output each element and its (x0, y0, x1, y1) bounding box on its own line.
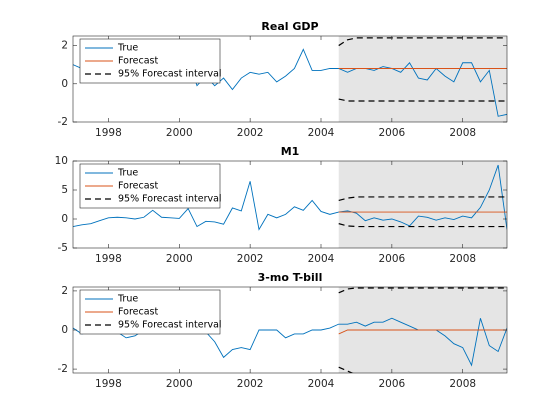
interval-upper (338, 196, 507, 202)
x-tick-label: 1998 (95, 378, 122, 390)
axes-box (72, 35, 508, 123)
y-tick-label: -2 (58, 363, 68, 375)
forecast-line (338, 329, 507, 335)
x-tick-label: 2006 (378, 253, 405, 265)
plot-area (73, 36, 507, 122)
y-tick-label: 10 (55, 155, 68, 167)
legend-label: Forecast (118, 307, 158, 318)
x-tick-label: 2000 (166, 127, 193, 139)
x-tick-label: 2006 (378, 378, 405, 390)
legend: True Forecast 95% Forecast interval (79, 163, 222, 209)
legend-label: True (117, 294, 138, 305)
legend-label: True (117, 43, 138, 54)
y-tick-label: 2 (61, 40, 68, 52)
subplot: -2 0 2 1998 2000 2002 2004 2006 2008 Real GDP True… (58, 20, 508, 139)
subplot: -5 0 5 10 1998 2000 2002 2004 2006 2008 M1 True Fore… (55, 145, 508, 265)
x-tick-label: 2002 (237, 378, 264, 390)
x-tick-label: 2000 (166, 378, 193, 390)
x-tick-label: 2004 (308, 378, 335, 390)
y-tick-label: 0 (61, 78, 68, 90)
y-tick-label: -5 (58, 242, 68, 254)
x-tick-label: 1998 (95, 127, 122, 139)
legend-label: Forecast (118, 56, 158, 67)
interval-lower (338, 223, 507, 228)
x-tick-label: 2004 (308, 127, 335, 139)
legend: True Forecast 95% Forecast interval (79, 289, 222, 335)
subplot-title: M1 (281, 145, 300, 158)
legend-label: 95% Forecast interval (118, 320, 222, 331)
x-tick-label: 2004 (308, 253, 335, 265)
y-tick-label: 0 (61, 324, 68, 336)
x-tick-label: 2008 (449, 378, 476, 390)
true-line (73, 164, 507, 231)
forecast-region (338, 161, 507, 248)
interval-upper (338, 37, 507, 47)
legend-label: 95% Forecast interval (118, 69, 222, 80)
y-tick-label: 2 (61, 285, 68, 297)
x-tick-label: 2006 (378, 127, 405, 139)
interval-lower (338, 98, 507, 102)
interval-upper (338, 287, 507, 294)
legend-box (79, 38, 221, 84)
legend-label: True (117, 168, 138, 179)
x-tick-label: 1998 (95, 253, 122, 265)
legend: True Forecast 95% Forecast interval (79, 38, 222, 84)
y-tick-label: 0 (61, 213, 68, 225)
subplot-title: 3-mo T-bill (258, 271, 323, 284)
legend-label: 95% Forecast interval (118, 194, 222, 205)
x-tick-label: 2000 (166, 253, 193, 265)
x-tick-label: 2002 (237, 253, 264, 265)
y-tick-label: -2 (58, 116, 68, 128)
x-tick-label: 2002 (237, 127, 264, 139)
subplot: -2 0 2 1998 2000 2002 2004 2006 2008 3-mo T-bill T… (58, 271, 508, 390)
axes-box (72, 160, 508, 249)
x-tick-label: 2008 (449, 253, 476, 265)
y-tick-label: 5 (61, 184, 68, 196)
subplot-title: Real GDP (261, 20, 318, 33)
legend-label: Forecast (118, 181, 158, 192)
x-tick-label: 2008 (449, 127, 476, 139)
plot-area (73, 161, 507, 248)
